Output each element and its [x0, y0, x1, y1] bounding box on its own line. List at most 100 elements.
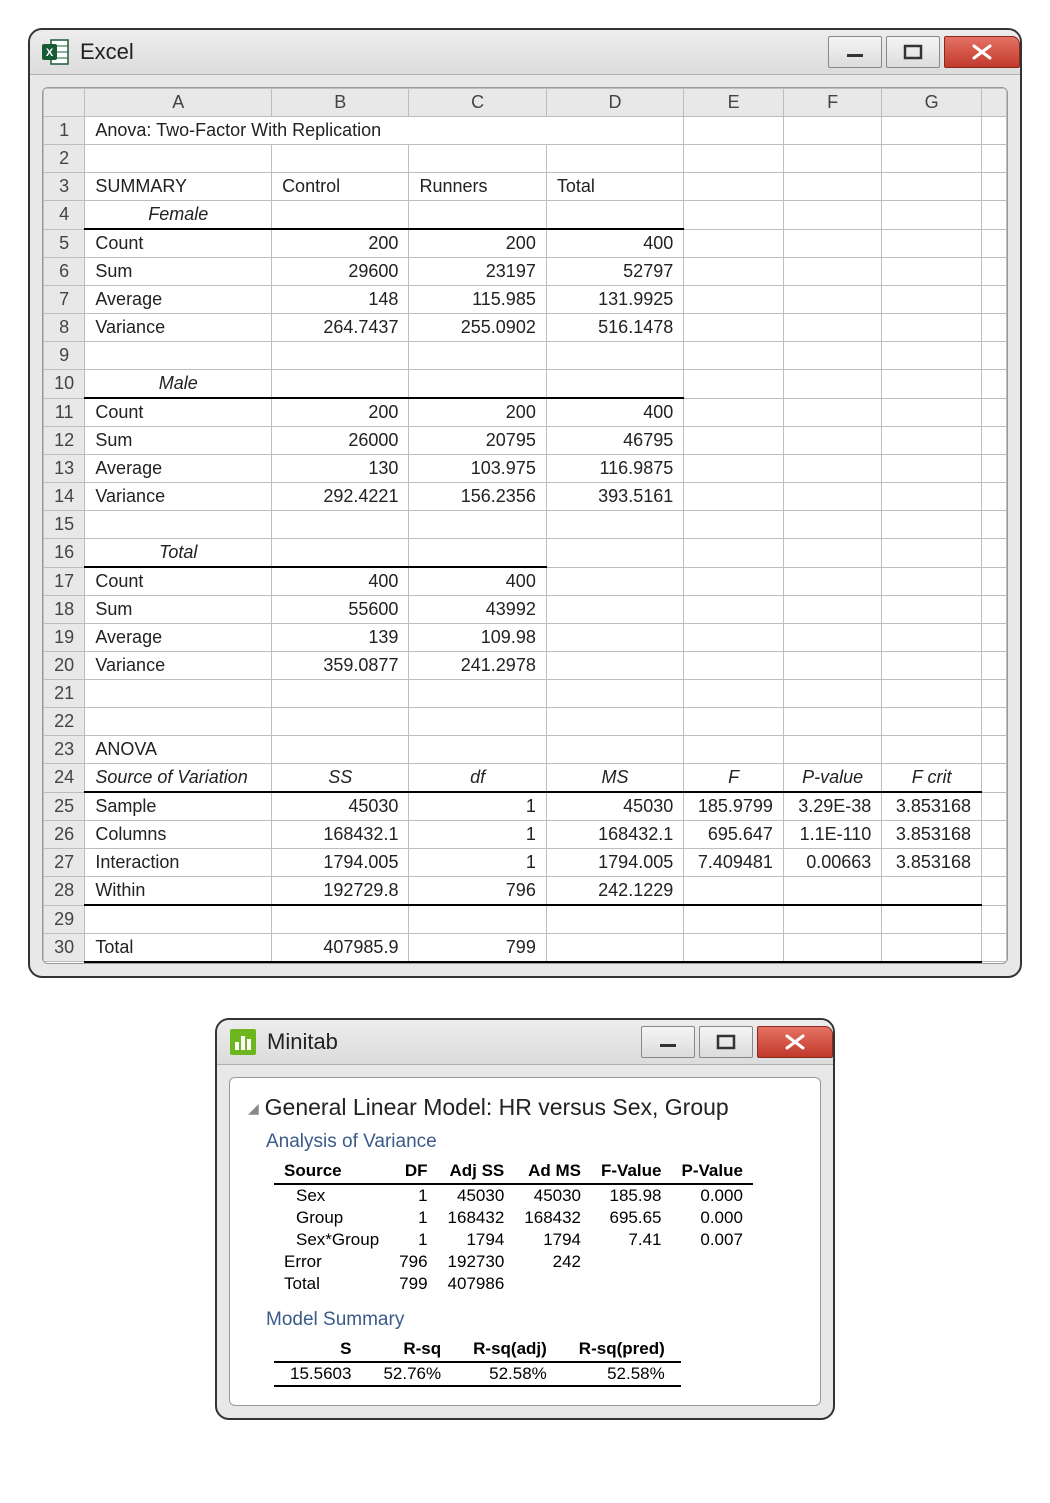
- cell-H19[interactable]: [981, 624, 1006, 652]
- cell-B7[interactable]: 148: [272, 286, 409, 314]
- row-header-14[interactable]: 14: [44, 483, 85, 511]
- cell-C15[interactable]: [409, 511, 546, 539]
- cell-B4[interactable]: [272, 201, 409, 230]
- cell-B20[interactable]: 359.0877: [272, 652, 409, 680]
- row-header-12[interactable]: 12: [44, 427, 85, 455]
- cell-B15[interactable]: [272, 511, 409, 539]
- cell-F1[interactable]: [783, 117, 881, 145]
- cell-A27[interactable]: Interaction: [85, 849, 272, 877]
- cell-F28[interactable]: [783, 877, 881, 906]
- cell-A18[interactable]: Sum: [85, 596, 272, 624]
- close-button[interactable]: [757, 1026, 833, 1058]
- cell-C6[interactable]: 23197: [409, 258, 546, 286]
- cell-D28[interactable]: 242.1229: [546, 877, 683, 906]
- cell-H3[interactable]: [981, 173, 1006, 201]
- row-header-22[interactable]: 22: [44, 708, 85, 736]
- cell-G26[interactable]: 3.853168: [882, 821, 982, 849]
- cell-F4[interactable]: [783, 201, 881, 230]
- cell-D8[interactable]: 516.1478: [546, 314, 683, 342]
- cell-G13[interactable]: [882, 455, 982, 483]
- cell-C24[interactable]: df: [409, 764, 546, 793]
- cell-H27[interactable]: [981, 849, 1006, 877]
- close-button[interactable]: [944, 36, 1020, 68]
- cell-H10[interactable]: [981, 370, 1006, 399]
- column-header-E[interactable]: E: [684, 89, 784, 117]
- cell-G16[interactable]: [882, 539, 982, 568]
- cell-D18[interactable]: [546, 596, 683, 624]
- cell-A26[interactable]: Columns: [85, 821, 272, 849]
- cell-B28[interactable]: 192729.8: [272, 877, 409, 906]
- cell-A1[interactable]: Anova: Two-Factor With Replication: [85, 117, 684, 145]
- cell-E27[interactable]: 7.409481: [684, 849, 784, 877]
- cell-F5[interactable]: [783, 229, 881, 258]
- cell-C25[interactable]: 1: [409, 792, 546, 821]
- row-header-8[interactable]: 8: [44, 314, 85, 342]
- cell-F17[interactable]: [783, 567, 881, 596]
- cell-C2[interactable]: [409, 145, 546, 173]
- cell-A3[interactable]: SUMMARY: [85, 173, 272, 201]
- cell-C10[interactable]: [409, 370, 546, 399]
- cell-D25[interactable]: 45030: [546, 792, 683, 821]
- cell-H12[interactable]: [981, 427, 1006, 455]
- cell-E16[interactable]: [684, 539, 784, 568]
- cell-E19[interactable]: [684, 624, 784, 652]
- cell-E2[interactable]: [684, 145, 784, 173]
- cell-D12[interactable]: 46795: [546, 427, 683, 455]
- cell-D3[interactable]: Total: [546, 173, 683, 201]
- column-header-F[interactable]: F: [783, 89, 881, 117]
- cell-B10[interactable]: [272, 370, 409, 399]
- cell-B11[interactable]: 200: [272, 398, 409, 427]
- cell-B14[interactable]: 292.4221: [272, 483, 409, 511]
- cell-D20[interactable]: [546, 652, 683, 680]
- cell-A15[interactable]: [85, 511, 272, 539]
- cell-B13[interactable]: 130: [272, 455, 409, 483]
- cell-G2[interactable]: [882, 145, 982, 173]
- row-header-19[interactable]: 19: [44, 624, 85, 652]
- cell-F11[interactable]: [783, 398, 881, 427]
- cell-A21[interactable]: [85, 680, 272, 708]
- cell-H18[interactable]: [981, 596, 1006, 624]
- cell-F3[interactable]: [783, 173, 881, 201]
- cell-H2[interactable]: [981, 145, 1006, 173]
- cell-F21[interactable]: [783, 680, 881, 708]
- cell-D19[interactable]: [546, 624, 683, 652]
- cell-E23[interactable]: [684, 736, 784, 764]
- cell-G20[interactable]: [882, 652, 982, 680]
- row-header-28[interactable]: 28: [44, 877, 85, 906]
- cell-G14[interactable]: [882, 483, 982, 511]
- cell-G6[interactable]: [882, 258, 982, 286]
- cell-F30[interactable]: [783, 933, 881, 962]
- cell-C26[interactable]: 1: [409, 821, 546, 849]
- cell-A14[interactable]: Variance: [85, 483, 272, 511]
- row-header-29[interactable]: 29: [44, 905, 85, 933]
- cell-H29[interactable]: [981, 905, 1006, 933]
- cell-G1[interactable]: [882, 117, 982, 145]
- row-header-3[interactable]: 3: [44, 173, 85, 201]
- cell-E15[interactable]: [684, 511, 784, 539]
- cell-E13[interactable]: [684, 455, 784, 483]
- cell-C8[interactable]: 255.0902: [409, 314, 546, 342]
- row-header-27[interactable]: 27: [44, 849, 85, 877]
- cell-A19[interactable]: Average: [85, 624, 272, 652]
- cell-B18[interactable]: 55600: [272, 596, 409, 624]
- row-header-25[interactable]: 25: [44, 792, 85, 821]
- cell-H25[interactable]: [981, 792, 1006, 821]
- column-header-D[interactable]: D: [546, 89, 683, 117]
- row-header-17[interactable]: 17: [44, 567, 85, 596]
- cell-C13[interactable]: 103.975: [409, 455, 546, 483]
- cell-G25[interactable]: 3.853168: [882, 792, 982, 821]
- cell-D24[interactable]: MS: [546, 764, 683, 793]
- cell-A9[interactable]: [85, 342, 272, 370]
- cell-G7[interactable]: [882, 286, 982, 314]
- cell-A28[interactable]: Within: [85, 877, 272, 906]
- row-header-18[interactable]: 18: [44, 596, 85, 624]
- cell-H13[interactable]: [981, 455, 1006, 483]
- cell-A23[interactable]: ANOVA: [85, 736, 272, 764]
- row-header-23[interactable]: 23: [44, 736, 85, 764]
- cell-B21[interactable]: [272, 680, 409, 708]
- cell-D27[interactable]: 1794.005: [546, 849, 683, 877]
- row-header-11[interactable]: 11: [44, 398, 85, 427]
- cell-B19[interactable]: 139: [272, 624, 409, 652]
- cell-G28[interactable]: [882, 877, 982, 906]
- cell-A30[interactable]: Total: [85, 933, 272, 962]
